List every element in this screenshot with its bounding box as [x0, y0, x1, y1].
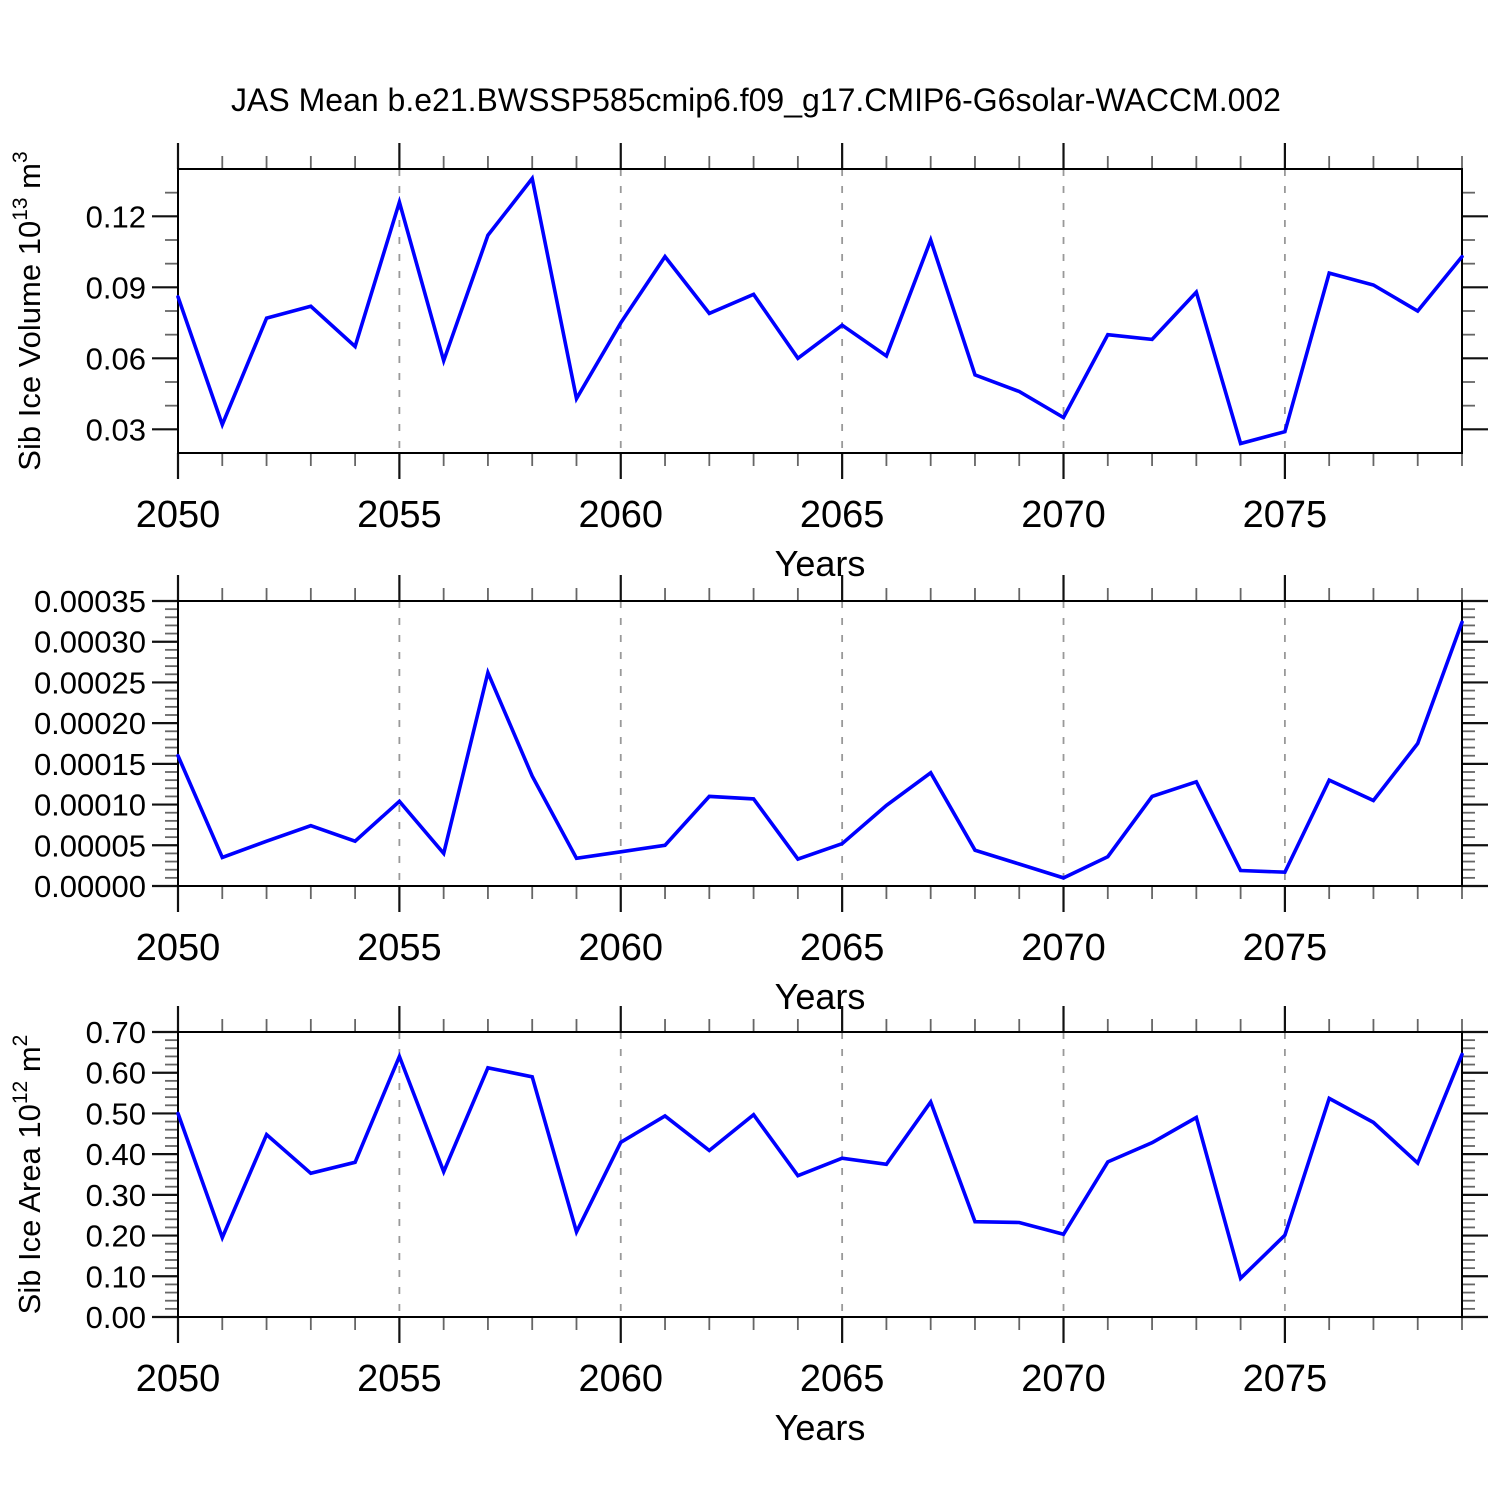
x-tick-label: 2050 — [136, 1358, 221, 1400]
y-tick-label: 0.00035 — [34, 584, 146, 619]
y-tick-label: 0.12 — [86, 199, 146, 234]
chart-sib-ice-volume: 2050 2055 2060 2065 2070 2075 0.03 0.06 0.09 0.12… — [9, 143, 1488, 584]
plot-frame — [177, 168, 1463, 454]
x-tick-label: 2075 — [1243, 494, 1328, 536]
y-tick-label: 0.40 — [86, 1137, 146, 1172]
x-tick-label: 2065 — [800, 927, 885, 969]
y-tick-label: 0.70 — [86, 1015, 146, 1050]
y-axis-title: Sib Ice Area 1012 m2 — [9, 1035, 47, 1315]
plot-frame — [177, 600, 1463, 887]
y-tick-label: 0.00025 — [34, 665, 146, 700]
x-tick-label: 2070 — [1021, 1358, 1106, 1400]
y-tick-label: 0.00 — [86, 1300, 146, 1335]
y-tick-label: 0.60 — [86, 1056, 146, 1091]
x-tick-label: 2055 — [357, 494, 442, 536]
x-tick-label: 2075 — [1243, 927, 1328, 969]
x-tick-label: 2060 — [578, 927, 663, 969]
x-axis-title: Years — [775, 1407, 866, 1448]
x-axis-title: Years — [775, 976, 866, 1017]
x-tick-label: 2065 — [800, 1358, 885, 1400]
page-title: JAS Mean b.e21.BWSSP585cmip6.f09_g17.CMI… — [231, 82, 1281, 118]
x-tick-label: 2050 — [136, 927, 221, 969]
data-line-sib-ice-middle — [176, 620, 1464, 880]
x-tick-label: 2060 — [578, 494, 663, 536]
plot-frame — [177, 1031, 1463, 1318]
y-tick-label: 0.30 — [86, 1178, 146, 1213]
y-tick-label: 0.00020 — [34, 706, 146, 741]
y-tick-label: 0.00015 — [34, 747, 146, 782]
x-tick-label: 2070 — [1021, 927, 1106, 969]
y-tick-label: 0.00005 — [34, 828, 146, 863]
x-tick-label: 2055 — [357, 1358, 442, 1400]
x-tick-label: 2060 — [578, 1358, 663, 1400]
chart-sib-ice-area: 2050 2055 2060 2065 2070 2075 0.00 0.10 0.20 0.30… — [9, 1006, 1488, 1448]
chart-sib-ice-middle: 2050 2055 2060 2065 2070 2075 0.00000 0.00005 0.… — [34, 575, 1488, 1017]
y-tick-label: 0.10 — [86, 1259, 146, 1294]
x-tick-label: 2075 — [1243, 1358, 1328, 1400]
y-tick-label: 0.00000 — [34, 869, 146, 904]
x-axis-title: Years — [775, 543, 866, 584]
y-tick-label: 0.50 — [86, 1096, 146, 1131]
y-tick-label: 0.03 — [86, 412, 146, 447]
x-tick-label: 2050 — [136, 494, 221, 536]
y-tick-label: 0.20 — [86, 1219, 146, 1254]
x-tick-label: 2070 — [1021, 494, 1106, 536]
data-line-sib-ice-area — [176, 1051, 1464, 1282]
data-line-sib-ice-volume — [176, 174, 1464, 446]
x-tick-label: 2065 — [800, 494, 885, 536]
y-tick-label: 0.09 — [86, 270, 146, 305]
y-tick-label: 0.00010 — [34, 788, 146, 823]
y-tick-label: 0.00030 — [34, 625, 146, 660]
y-tick-label: 0.06 — [86, 341, 146, 376]
x-tick-label: 2055 — [357, 927, 442, 969]
y-axis-title: Sib Ice Volume 1013 m3 — [9, 151, 47, 470]
